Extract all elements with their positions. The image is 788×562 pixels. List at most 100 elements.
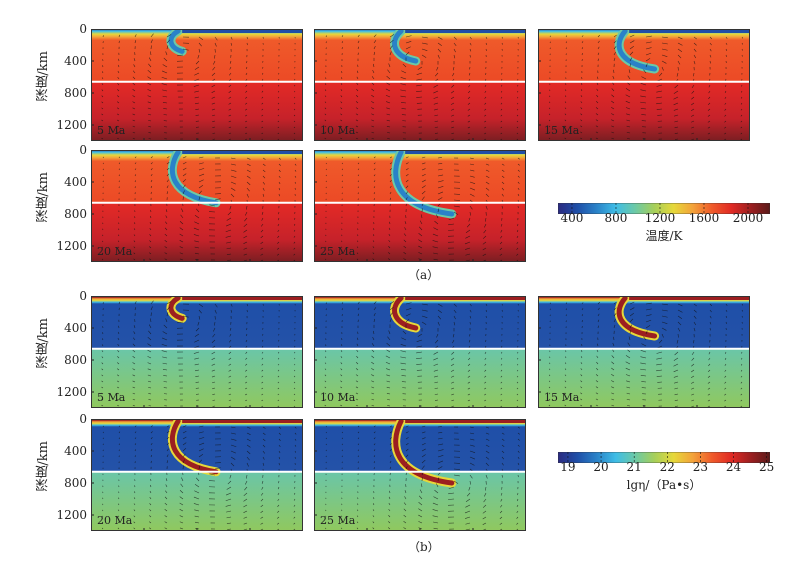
velocity-arrow: [340, 374, 343, 377]
velocity-arrow: [724, 126, 727, 129]
velocity-arrow: [629, 34, 635, 38]
velocity-arrow: [325, 77, 327, 80]
velocity-arrow: [516, 387, 519, 390]
y-axis-label: 深度/km: [36, 441, 51, 492]
velocity-arrow: [229, 72, 232, 76]
velocity-arrow: [501, 444, 505, 447]
velocity-arrow: [468, 72, 471, 76]
velocity-arrow: [693, 339, 695, 344]
velocity-arrow: [101, 527, 104, 530]
velocity-arrow: [405, 168, 409, 171]
velocity-arrow: [228, 114, 232, 117]
overriding-plate: [182, 419, 303, 423]
velocity-arrow: [261, 120, 264, 123]
velocity-arrow: [245, 108, 248, 111]
velocity-arrow: [102, 509, 104, 512]
velocity-arrow: [147, 101, 152, 104]
velocity-arrow: [150, 425, 153, 428]
overriding-plate: [405, 29, 526, 33]
velocity-arrow: [595, 374, 599, 377]
velocity-arrow: [433, 90, 439, 94]
velocity-arrow: [611, 119, 615, 122]
y-tick-label: 400: [64, 321, 87, 335]
velocity-arrow: [134, 40, 137, 44]
velocity-vectors: [324, 301, 519, 408]
velocity-arrow: [340, 107, 343, 110]
velocity-arrow: [117, 515, 120, 518]
velocity-arrow: [228, 393, 232, 396]
velocity-arrow: [294, 217, 296, 220]
velocity-arrow: [485, 339, 487, 343]
velocity-arrow: [324, 95, 327, 98]
velocity-arrow: [389, 301, 395, 305]
velocity-arrow: [226, 217, 232, 221]
velocity-arrow: [469, 426, 474, 429]
velocity-arrow: [179, 521, 184, 524]
velocity-arrow: [341, 515, 343, 518]
y-tick-label: 400: [64, 175, 87, 189]
velocity-arrow: [372, 240, 375, 243]
velocity-arrow: [500, 126, 503, 129]
velocity-arrow: [691, 399, 695, 402]
velocity-arrow: [117, 70, 120, 74]
velocity-arrow: [147, 374, 152, 377]
velocity-arrow: [597, 34, 600, 38]
velocity-arrow: [357, 46, 360, 50]
velocity-arrow: [294, 426, 297, 429]
velocity-arrow: [580, 131, 583, 134]
velocity-arrow: [741, 48, 743, 51]
velocity-vectors: [325, 156, 520, 262]
velocity-arrow: [661, 54, 668, 57]
velocity-arrow: [165, 51, 168, 56]
velocity-arrow: [277, 132, 280, 135]
velocity-arrow: [262, 456, 265, 460]
velocity-arrow: [133, 64, 136, 68]
velocity-arrow: [467, 132, 471, 135]
velocity-arrow: [501, 187, 505, 191]
velocity-arrow: [134, 425, 137, 428]
velocity-arrow: [693, 303, 697, 307]
velocity-arrow: [400, 89, 407, 92]
velocity-arrow: [501, 462, 504, 466]
velocity-arrow: [340, 356, 343, 359]
velocity-arrow: [117, 95, 120, 98]
velocity-arrow: [656, 90, 663, 93]
velocity-arrow: [371, 404, 375, 407]
velocity-arrow: [101, 89, 104, 92]
velocity-arrow: [261, 132, 264, 135]
velocity-arrow: [580, 125, 583, 128]
velocity-arrow: [724, 369, 727, 372]
velocity-arrow: [484, 405, 487, 408]
velocity-arrow: [194, 96, 200, 99]
plot-panel: 15 Ma: [538, 29, 750, 141]
velocity-arrow: [656, 102, 663, 105]
velocity-arrow: [133, 228, 136, 231]
velocity-arrow: [294, 363, 296, 366]
velocity-arrow: [147, 82, 152, 86]
velocity-arrow: [117, 527, 120, 530]
velocity-arrow: [133, 325, 136, 329]
y-tick-label: 0: [79, 22, 87, 36]
velocity-arrow: [469, 42, 472, 46]
velocity-arrow: [228, 387, 232, 390]
velocity-arrow: [373, 51, 376, 56]
velocity-arrow: [707, 381, 711, 384]
velocity-arrow: [293, 393, 296, 396]
velocity-arrow: [277, 393, 280, 396]
velocity-arrow: [294, 432, 297, 435]
velocity-arrow: [162, 89, 168, 92]
velocity-arrow: [355, 386, 359, 389]
velocity-arrow: [386, 374, 391, 377]
velocity-arrow: [629, 301, 635, 305]
velocity-arrow: [388, 330, 391, 335]
velocity-arrow: [468, 486, 471, 491]
time-label: 20 Ma: [97, 514, 133, 527]
velocity-arrow: [230, 432, 236, 435]
velocity-arrow: [469, 432, 475, 435]
velocity-arrow: [179, 240, 184, 243]
velocity-arrow: [450, 369, 455, 372]
velocity-arrow: [325, 174, 327, 177]
velocity-arrow: [437, 174, 444, 177]
velocity-arrow: [117, 503, 120, 506]
velocity-arrow: [432, 240, 439, 243]
